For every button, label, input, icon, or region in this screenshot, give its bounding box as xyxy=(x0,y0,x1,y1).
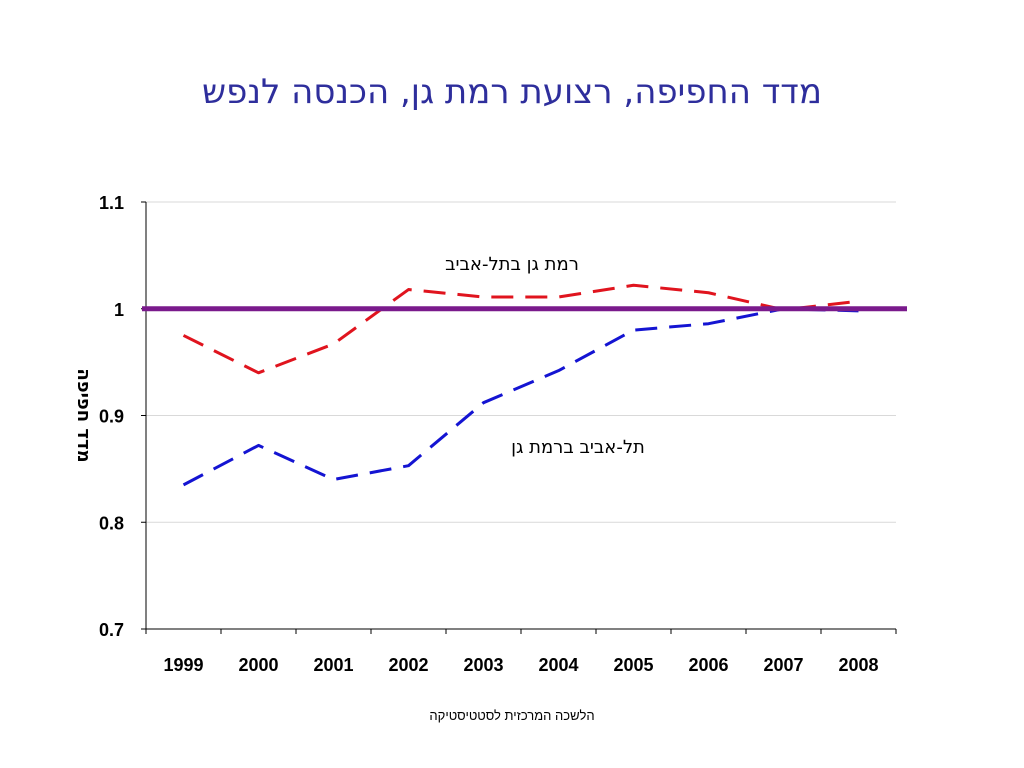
x-tick-label: 2005 xyxy=(613,655,653,675)
slide-title: מדד החפיפה, רצועת רמת גן, הכנסה לנפש xyxy=(202,72,822,112)
y-tick-label: 0.7 xyxy=(99,620,124,640)
x-tick-label: 2004 xyxy=(538,655,578,675)
x-tick-label: 2002 xyxy=(388,655,428,675)
y-tick-label: 1.1 xyxy=(99,193,124,213)
y-tick-label: 0.8 xyxy=(99,513,124,533)
x-tick-label: 2003 xyxy=(463,655,503,675)
series-label-1: תל-אביב ברמת גן xyxy=(511,437,645,458)
series-lines xyxy=(182,283,859,487)
x-tick-label: 1999 xyxy=(163,655,203,675)
y-axis-title: מדד חפיפה xyxy=(73,368,94,462)
x-tick-label: 2006 xyxy=(688,655,728,675)
source-footer: הלשכה המרכזית לסטטיסטיקה xyxy=(429,708,595,723)
y-tick-label: 0.9 xyxy=(99,407,124,427)
x-tick-label: 2008 xyxy=(838,655,878,675)
x-tick-label: 2001 xyxy=(313,655,353,675)
x-tick-label: 2007 xyxy=(763,655,803,675)
x-tick-label: 2000 xyxy=(238,655,278,675)
axes: 0.7 0.8 0.9 1 1.1 1999 2000 2001 2002 2003 2004 200… xyxy=(73,193,897,675)
series-label-0: רמת גן בתל-אביב xyxy=(445,254,579,275)
series-line-0 xyxy=(182,283,859,375)
gridlines xyxy=(146,201,896,523)
labels: רמת גן בתל-אביב תל-אביב ברמת גן xyxy=(445,254,645,458)
series-line-1 xyxy=(182,307,859,487)
y-tick-label: 1 xyxy=(114,300,124,320)
